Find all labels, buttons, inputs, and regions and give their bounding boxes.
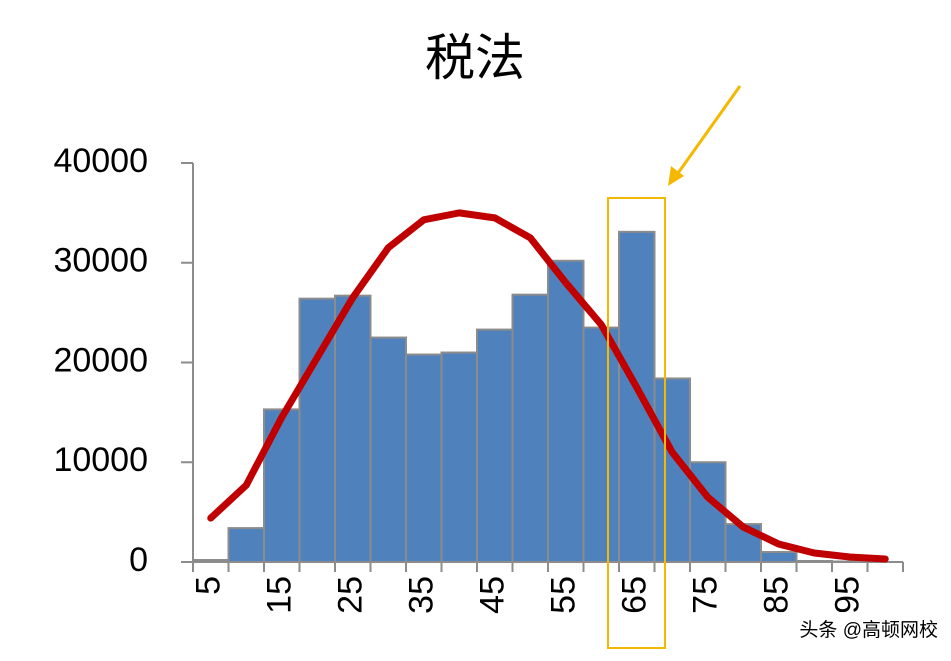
- plot-area: 0 10000 20000 30000 40000 5 15 25 35 45 55 65 75 85 95: [53, 142, 904, 614]
- x-tick-label: 85: [758, 576, 796, 614]
- bar: [476, 328, 514, 563]
- bar: [227, 527, 265, 564]
- y-tick-label: 40000: [53, 142, 148, 180]
- x-tick-label: 5: [190, 576, 228, 595]
- x-tick-label: 35: [403, 576, 441, 614]
- bar: [405, 353, 443, 563]
- x-tick-label: 95: [829, 576, 867, 614]
- bar: [582, 326, 620, 563]
- bar: [547, 259, 585, 563]
- bar: [334, 294, 372, 563]
- watermark-bg: [752, 612, 942, 650]
- bar: [511, 293, 549, 563]
- bar: [369, 336, 407, 563]
- chart-title: 税法: [425, 30, 525, 86]
- highlight-box: [607, 197, 666, 649]
- x-tick-label: 15: [261, 576, 299, 614]
- x-tick-label: 65: [616, 576, 654, 614]
- y-tick-label: 20000: [53, 341, 148, 379]
- x-tick-label: 55: [545, 576, 583, 614]
- y-tick-label: 30000: [53, 242, 148, 280]
- x-tick-label: 45: [474, 576, 512, 614]
- y-tick-label: 0: [129, 541, 148, 579]
- bar: [618, 230, 656, 563]
- bar: [440, 351, 478, 563]
- watermark: 头条 @高顿网校: [799, 619, 938, 641]
- bar: [263, 408, 301, 563]
- arrow: [674, 85, 742, 177]
- bar: [760, 551, 798, 564]
- arrow-head: [668, 166, 684, 186]
- x-tick-label: 25: [332, 576, 370, 614]
- x-tick-label: 75: [687, 576, 725, 614]
- normal-curve: [207, 209, 889, 563]
- y-tick-label: 10000: [53, 441, 148, 479]
